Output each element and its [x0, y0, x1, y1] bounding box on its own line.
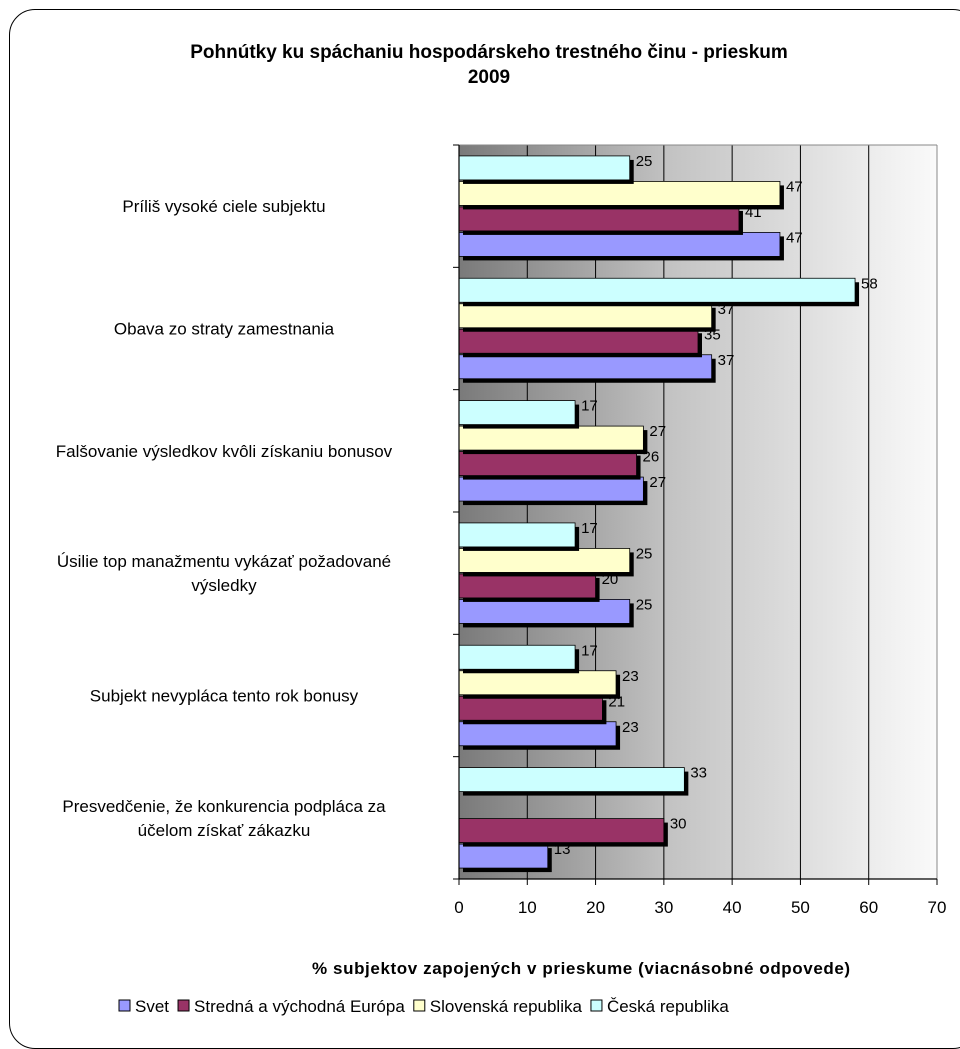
legend-swatch: [177, 999, 190, 1012]
bar: [458, 181, 781, 206]
bar: [458, 232, 781, 257]
axes: 0 10 20 30 40 50 60 70 Príliš vysoké ciele subje…: [56, 144, 947, 917]
data-label: 47: [786, 178, 803, 195]
plot-area: [459, 145, 937, 879]
data-label: 25: [636, 596, 653, 613]
data-label: 25: [636, 545, 653, 562]
category-label: Úsilie top manažmentu vykázať požadované: [57, 552, 391, 571]
legend-swatch: [413, 999, 426, 1012]
x-tick-label: 0: [454, 898, 463, 917]
data-label: 17: [581, 642, 598, 659]
x-tick-label: 40: [723, 898, 742, 917]
legend: Svet Stredná a východná Európa Slovenská r…: [118, 997, 729, 1016]
x-tick-label: 10: [518, 898, 537, 917]
x-axis-title: % subjektov zapojených v prieskume (viac…: [312, 959, 851, 978]
category-label: výsledky: [191, 576, 257, 595]
category-label: účelom získať zákazku: [138, 821, 311, 840]
data-label: 23: [622, 668, 639, 685]
bar: [458, 767, 685, 792]
x-tick-label: 70: [928, 898, 947, 917]
data-label: 58: [861, 275, 878, 292]
category-label: Subjekt nevypláca tento rok bonusy: [90, 687, 359, 706]
bar: [458, 328, 699, 354]
data-label: 47: [786, 229, 803, 246]
category-label: Falšovanie výsledkov kvôli získaniu bonu…: [56, 442, 393, 461]
bar: [458, 522, 576, 548]
bar: [458, 206, 740, 232]
bar: [458, 818, 665, 843]
x-tick-label: 30: [654, 898, 673, 917]
bar: [458, 843, 549, 869]
x-tick-label: 20: [586, 898, 605, 917]
bar: [458, 277, 856, 303]
chart-title-line: 2009: [468, 67, 510, 88]
data-label: 30: [670, 816, 687, 833]
data-label: 27: [649, 474, 666, 491]
legend-swatch: [590, 999, 603, 1012]
data-label: 37: [718, 352, 735, 369]
bar: [458, 670, 617, 696]
x-tick-label: 60: [859, 898, 878, 917]
bars: 4741472537353758272627172520251723212317…: [458, 153, 878, 873]
bar: [458, 599, 631, 624]
bar: [458, 644, 576, 670]
category-label: Príliš vysoké ciele subjektu: [122, 197, 325, 216]
category-label: Presvedčenie, že konkurencia podpláca za: [62, 797, 386, 816]
bar: [458, 573, 596, 599]
data-label: 17: [581, 398, 598, 415]
legend-label: Stredná a východná Európa: [194, 997, 405, 1016]
bar: [458, 155, 631, 181]
data-label: 27: [649, 423, 666, 440]
bar: [458, 354, 713, 380]
category-label: Obava zo straty zamestnania: [114, 320, 335, 339]
legend-label: Slovenská republika: [430, 997, 583, 1016]
legend-swatch: [118, 999, 131, 1012]
chart-title-line: Pohnútky ku spáchaniu hospodárskeho tres…: [190, 42, 788, 63]
data-label: 25: [636, 153, 653, 170]
bar: [458, 695, 603, 721]
bar: [458, 721, 617, 747]
bar: [458, 425, 644, 451]
x-tick-label: 50: [791, 898, 810, 917]
data-label: 33: [690, 765, 707, 782]
data-label: 23: [622, 719, 639, 736]
data-label: 17: [581, 520, 598, 537]
bar: [458, 476, 644, 502]
chart-title: Pohnútky ku spáchaniu hospodárskeho tres…: [190, 42, 788, 88]
bar: [458, 548, 631, 573]
legend-label: Česká republika: [607, 997, 729, 1016]
bar: [458, 303, 713, 329]
bar: [458, 400, 576, 425]
legend-label: Svet: [135, 997, 169, 1016]
bar: [458, 451, 637, 476]
